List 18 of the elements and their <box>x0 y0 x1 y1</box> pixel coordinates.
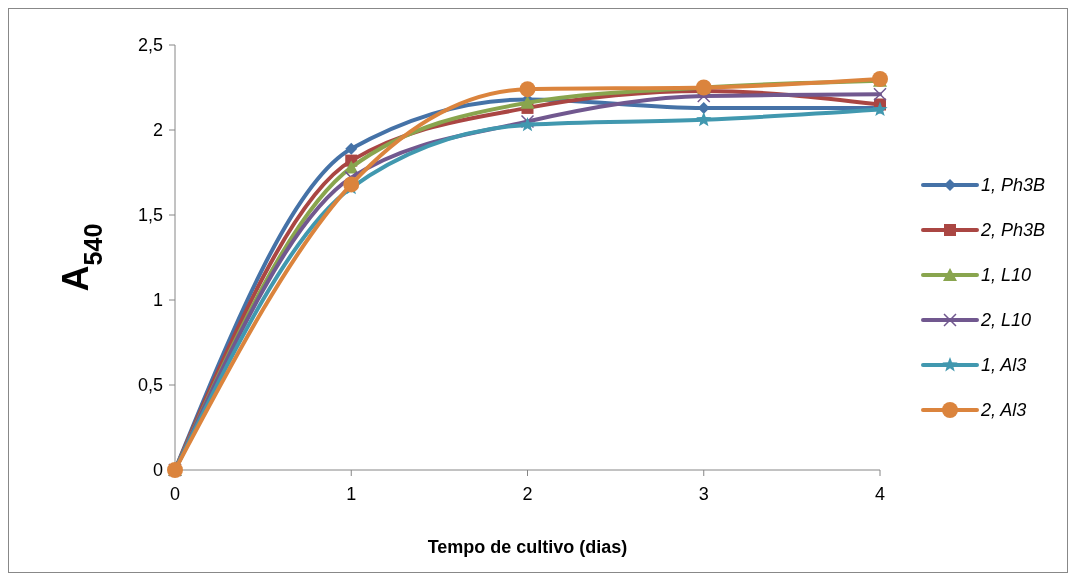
x-tick-label: 3 <box>698 484 709 504</box>
legend-label: 1, Al3 <box>981 355 1027 376</box>
y-tick-label: 0 <box>152 460 163 481</box>
x-tick-label: 1 <box>346 484 357 504</box>
y-tick-label: 2 <box>152 120 163 141</box>
y-tick-label: 0,5 <box>137 375 163 396</box>
legend-label: 2, L10 <box>980 310 1032 331</box>
legend-label: 1, Ph3B <box>981 175 1046 196</box>
x-axis-title: Tempo de cultivo (dias) <box>427 537 628 557</box>
x-tick-label: 2 <box>522 484 533 504</box>
legend-label: 2, Al3 <box>980 400 1027 421</box>
x-tick-label: 0 <box>169 484 181 504</box>
x-tick-label: 4 <box>874 484 886 504</box>
y-tick-label: 1,5 <box>137 205 163 226</box>
y-tick-label: 2,5 <box>137 35 163 56</box>
legend-label: 2, Ph3B <box>980 220 1046 241</box>
legend-label: 1, L10 <box>981 265 1032 286</box>
y-tick-label: 1 <box>152 290 163 311</box>
